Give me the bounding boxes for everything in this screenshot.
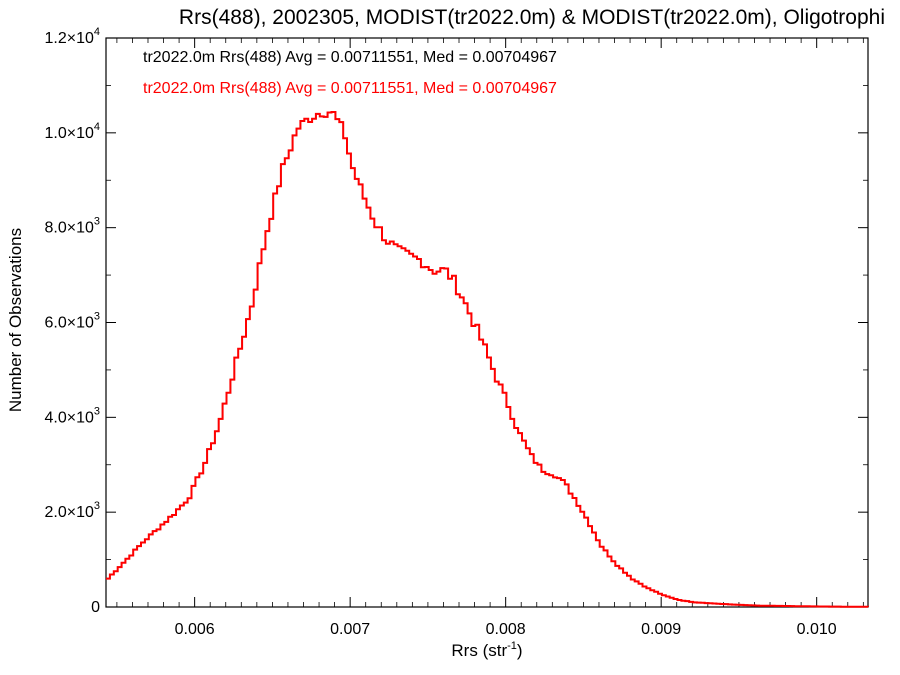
chart-title: Rrs(488), 2002305, MODIST(tr2022.0m) & M… [179, 6, 885, 29]
y-tick-label: 4.0×103 [44, 405, 100, 426]
x-axis: 0.006 0.007 0.008 0.009 0.010 [116, 38, 864, 638]
plot-border [105, 37, 869, 608]
x-tick-label: 0.009 [641, 621, 681, 638]
y-axis-label: Number of Observations [6, 228, 25, 412]
x-tick-label: 0.010 [797, 621, 837, 638]
plot-frame [105, 37, 869, 608]
x-axis-label: Rrs (str-1) [451, 640, 522, 660]
y-tick-label: 1.2×104 [44, 26, 100, 47]
annotations: tr2022.0m Rrs(488) Avg = 0.00711551, Med… [143, 49, 557, 97]
x-tick-label: 0.007 [330, 621, 370, 638]
histogram-series-1 [106, 111, 869, 608]
x-tick-label: 0.008 [486, 621, 526, 638]
stats-annotation: tr2022.0m Rrs(488) Avg = 0.00711551, Med… [143, 80, 557, 97]
y-tick-label: 8.0×103 [44, 216, 100, 237]
y-tick-label: 1.0×104 [44, 121, 100, 142]
stats-annotation: tr2022.0m Rrs(488) Avg = 0.00711551, Med… [143, 49, 557, 66]
y-tick-label: 2.0×103 [44, 500, 100, 521]
x-tick-label: 0.006 [175, 621, 215, 638]
y-tick-label: 0 [91, 599, 100, 616]
series-layer [106, 111, 869, 608]
histogram-series-2 [106, 111, 869, 608]
y-tick-label: 6.0×103 [44, 311, 100, 332]
y-axis: 0 2.0×103 4.0×103 6.0×103 8.0×103 1.0×104 1.2×… [44, 26, 868, 616]
